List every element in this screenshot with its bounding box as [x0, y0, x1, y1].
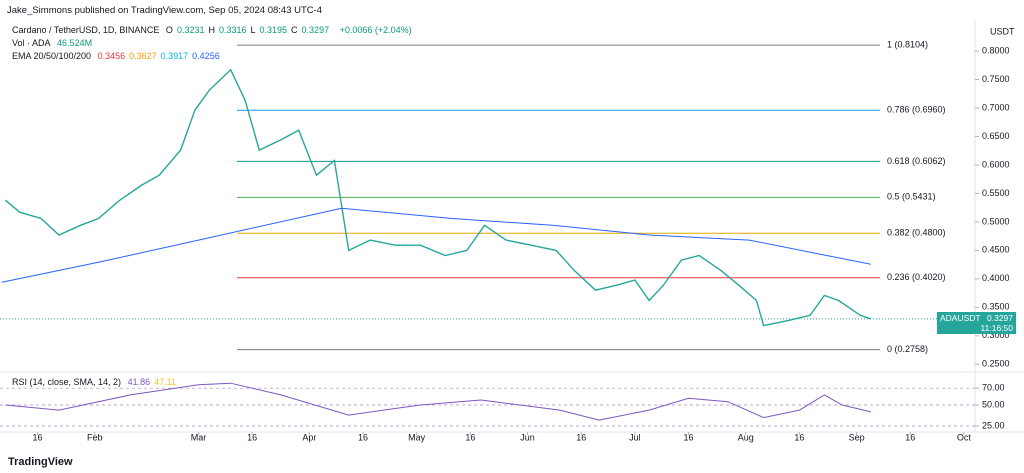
ohlc-key: L	[250, 25, 256, 35]
x-tick-label: 16	[794, 432, 804, 442]
fib-label: 0.236 (0.4020)	[887, 272, 946, 282]
ema-value: 0.3456	[97, 51, 126, 61]
rsi-title: RSI (14, close, SMA, 14, 2)	[12, 377, 122, 387]
ohlc-key: O	[165, 25, 173, 35]
ema-values: 0.3456 0.3627 0.3917 0.4256	[98, 51, 224, 61]
price-tag-row: ADAUSDT 0.3297	[937, 313, 1016, 323]
y-tick-label: 0.7000	[982, 102, 1010, 112]
symbol: Cardano / TetherUSD, 1D, BINANCE	[12, 25, 160, 35]
x-tick-label: 16	[247, 432, 257, 442]
y-tick-label: 0.5500	[982, 188, 1010, 198]
change: +0.0066 (+2.04%)	[339, 25, 412, 35]
fib-label: 0 (0.2758)	[887, 344, 928, 354]
ohlc-value: 0.3231	[176, 25, 205, 35]
rsi-line: RSI (14, close, SMA, 14, 2) 41.86 47.11	[12, 377, 184, 387]
x-tick-label: Mar	[191, 432, 207, 442]
price-tag-symbol: ADAUSDT	[940, 312, 981, 323]
ema-value: 0.3917	[160, 51, 189, 61]
y-tick-label: 0.2500	[982, 359, 1010, 369]
x-tick-label: 16	[576, 432, 586, 442]
y-tick-label: 0.4000	[982, 273, 1010, 283]
ohlc-value: 0.3297	[301, 25, 330, 35]
y-tick-label: 50.00	[982, 399, 1005, 409]
symbol-line: Cardano / TetherUSD, 1D, BINANCE O 0.3231…	[12, 25, 416, 35]
publisher: Jake_Simmons published on TradingView.co…	[7, 5, 323, 16]
series-line	[5, 382, 872, 421]
price-tag: ADAUSDT 0.3297 11:16:50	[937, 311, 1016, 334]
fib-label: 0.618 (0.6062)	[887, 156, 946, 166]
rsi-readout: 41.86	[127, 377, 151, 387]
volume-label: Vol · ADA	[12, 38, 51, 48]
series-line	[1, 207, 871, 283]
x-tick-label: 16	[905, 432, 915, 442]
ohlc-key: H	[208, 25, 215, 35]
fib-label: 0.382 (0.4800)	[887, 228, 946, 238]
ohlc-key: C	[291, 25, 298, 35]
x-tick-label: Jul	[629, 432, 641, 442]
ema-label: EMA 20/50/100/200	[12, 51, 92, 61]
y-tick-label: 0.3500	[982, 302, 1010, 312]
price-tag-value: 0.3297	[987, 312, 1013, 323]
rsi-readout: 47.11	[154, 377, 176, 387]
y-tick-label: 0.7500	[982, 74, 1010, 84]
x-tick-label: 16	[684, 432, 694, 442]
x-tick-label: May	[408, 432, 426, 442]
brand: TradingView	[8, 456, 73, 468]
y-tick-label: 0.5000	[982, 216, 1010, 226]
ohlc-value: 0.3195	[259, 25, 288, 35]
x-tick-label: 16	[33, 432, 43, 442]
axis-unit: USDT	[990, 26, 1015, 36]
x-tick-label: Apr	[302, 432, 316, 442]
volume-value: 46.524M	[57, 38, 93, 48]
x-tick-label: Jun	[520, 432, 535, 442]
y-tick-label: 25.00	[982, 420, 1005, 430]
fib-label: 0.786 (0.6960)	[887, 105, 946, 115]
rsi-readouts: 41.86 47.11	[128, 377, 180, 387]
x-tick-label: 16	[358, 432, 368, 442]
ema-value: 0.3627	[129, 51, 157, 61]
y-tick-label: 0.6500	[982, 131, 1010, 141]
x-tick-label: 16	[465, 432, 475, 442]
y-tick-label: 0.4500	[982, 245, 1010, 255]
x-tick-label: Sep	[849, 432, 865, 442]
volume-line: Vol · ADA 46.524M	[12, 38, 96, 48]
countdown: 11:16:50	[980, 322, 1013, 333]
fib-label: 0.5 (0.5431)	[887, 192, 936, 202]
y-tick-label: 70.00	[982, 383, 1005, 393]
y-tick-label: 0.6000	[982, 159, 1010, 169]
ema-value: 0.4256	[192, 51, 220, 61]
y-tick-label: 0.3000	[982, 330, 1010, 340]
fib-label: 1 (0.8104)	[887, 39, 928, 49]
series-line	[4, 68, 872, 327]
ema-line: EMA 20/50/100/200 0.3456 0.3627 0.3917 0.42…	[12, 51, 228, 61]
y-tick-label: 0.8000	[982, 45, 1010, 55]
ohlc: O 0.3231 H 0.3316 L 0.3195 C 0.3297	[166, 25, 333, 35]
x-tick-label: Aug	[738, 432, 754, 442]
ohlc-value: 0.3316	[218, 25, 247, 35]
x-tick-label: Feb	[87, 432, 103, 442]
x-tick-label: Oct	[957, 432, 972, 442]
